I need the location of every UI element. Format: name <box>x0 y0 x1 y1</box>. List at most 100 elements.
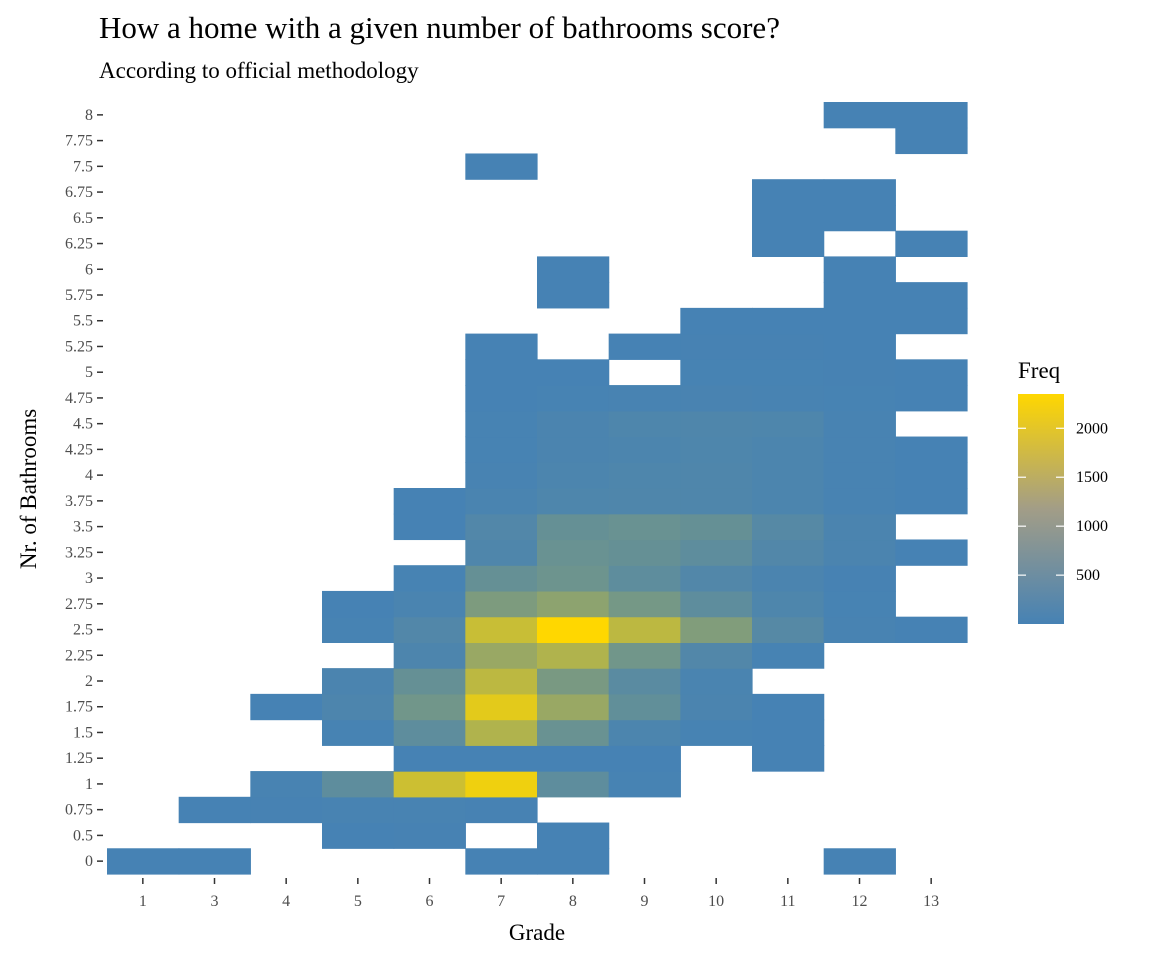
heatmap-cell <box>608 539 681 566</box>
heatmap-cell <box>895 436 968 463</box>
heatmap-cell <box>608 616 681 643</box>
heatmap-cell <box>322 590 395 618</box>
heatmap-cell <box>608 668 681 695</box>
y-tick-label: 4.75 <box>65 390 93 407</box>
heatmap-cell <box>823 590 896 618</box>
heatmap-cell <box>823 513 896 541</box>
y-tick-label: 2.25 <box>65 647 93 664</box>
x-tick-label: 4 <box>282 893 290 910</box>
heatmap-cell <box>537 745 610 772</box>
y-tick-label: 2.5 <box>73 622 93 639</box>
heatmap-cell <box>680 333 753 360</box>
heatmap-cell <box>322 693 395 721</box>
heatmap-cell <box>895 307 968 335</box>
heatmap-cell <box>680 436 753 463</box>
heatmap-cell <box>823 256 896 283</box>
y-tick-label: 0 <box>85 853 93 870</box>
y-tick-label: 1.25 <box>65 750 93 767</box>
y-tick-label: 0.5 <box>73 827 93 844</box>
heatmap-cell <box>322 668 395 695</box>
heatmap-cell <box>608 436 681 463</box>
y-tick-label: 6.75 <box>65 184 93 201</box>
heatmap-cell <box>680 565 753 592</box>
heatmap-cell <box>608 590 681 618</box>
heatmap-cell <box>465 616 538 643</box>
y-tick-label: 1.5 <box>73 724 93 741</box>
heatmap-cell <box>895 282 968 309</box>
heatmap-cell <box>465 153 538 180</box>
heatmap-cell <box>393 719 466 746</box>
heatmap-cell <box>895 359 968 386</box>
heatmap-cell <box>322 719 395 746</box>
legend-tick-label: 500 <box>1076 567 1100 584</box>
heatmap-cell <box>178 796 251 824</box>
heatmap-cell <box>608 642 681 669</box>
heatmap-cell <box>752 410 825 438</box>
x-tick-label: 13 <box>923 893 939 910</box>
heatmap-cell <box>465 590 538 618</box>
heatmap-cell <box>752 616 825 643</box>
heatmap-cell <box>680 359 753 386</box>
heatmap-cell <box>895 230 968 257</box>
y-tick-label: 1 <box>85 776 93 793</box>
x-axis-title: Grade <box>509 920 565 945</box>
heatmap-cell <box>465 488 538 515</box>
heatmap-cell <box>608 410 681 438</box>
heatmap-cell <box>752 745 825 772</box>
heatmap-cell <box>823 282 896 309</box>
heatmap-cell <box>250 693 323 721</box>
y-tick-label: 3 <box>85 570 93 587</box>
y-tick-label: 7.75 <box>65 133 93 150</box>
x-tick-label: 8 <box>569 893 577 910</box>
heatmap-cell <box>537 693 610 721</box>
x-tick-label: 3 <box>211 893 219 910</box>
heatmap-cell <box>680 539 753 566</box>
heatmap-cell <box>465 462 538 489</box>
y-axis-title: Nr. of Bathrooms <box>16 409 41 569</box>
heatmap-cell <box>752 333 825 360</box>
legend-ticks: 500 1000 1500 2000 <box>1018 420 1108 584</box>
heatmap-cell <box>680 590 753 618</box>
y-tick-label: 5.5 <box>73 313 93 330</box>
heatmap-cell <box>322 796 395 824</box>
heatmap-cell <box>537 719 610 746</box>
heatmap-cell <box>465 436 538 463</box>
heatmap-cell <box>608 462 681 489</box>
heatmap-cell <box>823 539 896 566</box>
heatmap-cell <box>322 616 395 643</box>
x-tick-label: 11 <box>780 893 795 910</box>
heatmap-cell <box>322 822 395 849</box>
heatmap-cell <box>752 204 825 232</box>
y-tick-label: 8 <box>85 107 93 124</box>
y-tick-label: 4.25 <box>65 441 93 458</box>
heatmap-cell <box>823 616 896 643</box>
x-tick-label: 10 <box>708 893 724 910</box>
heatmap-cell <box>465 796 538 824</box>
heatmap-cell <box>250 796 323 824</box>
heatmap-cell <box>680 307 753 335</box>
heatmap-cell <box>823 179 896 206</box>
y-tick-label: 6.25 <box>65 236 93 253</box>
heatmap-cell <box>465 642 538 669</box>
heatmap-cell <box>537 410 610 438</box>
heatmap-cell <box>608 771 681 798</box>
heatmap-cell <box>393 771 466 798</box>
heatmap-cell <box>608 719 681 746</box>
heatmap-cell <box>393 616 466 643</box>
heatmap-cell <box>680 462 753 489</box>
heatmap-cell <box>608 488 681 515</box>
heatmap-cell <box>537 488 610 515</box>
y-tick-label: 1.75 <box>65 699 93 716</box>
heatmap-cell <box>465 410 538 438</box>
heatmap-cell <box>680 616 753 643</box>
heatmap-cell <box>465 771 538 798</box>
y-tick-label: 3.75 <box>65 493 93 510</box>
heatmap-cell <box>465 719 538 746</box>
heatmap-cell <box>680 668 753 695</box>
heatmap-cell <box>752 488 825 515</box>
heatmap-cell <box>752 230 825 257</box>
y-tick-label: 2 <box>85 673 93 690</box>
heatmap-cell <box>752 385 825 412</box>
heatmap-cell <box>537 462 610 489</box>
